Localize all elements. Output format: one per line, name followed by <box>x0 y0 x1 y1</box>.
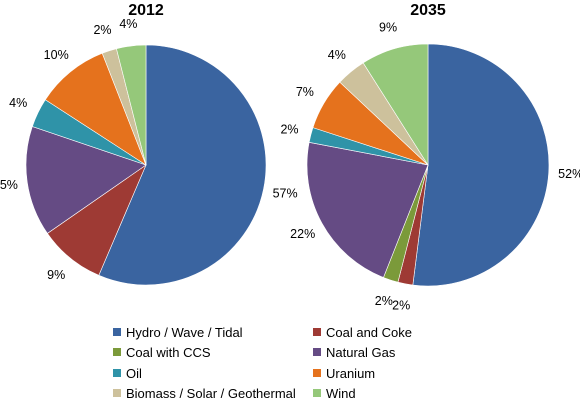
legend-label-uranium: Uranium <box>326 366 375 381</box>
pct-label-2035-oil: 2% <box>280 122 298 136</box>
pie-slice-2012-natural-gas <box>25 126 147 234</box>
pct-label-2035-biomass-solar-geothermal: 4% <box>328 48 346 62</box>
legend-swatch-hydro-wave-tidal <box>113 328 121 336</box>
pct-label-2035-wind: 9% <box>379 21 397 35</box>
legend-label-hydro-wave-tidal: Hydro / Wave / Tidal <box>126 325 243 340</box>
legend: Hydro / Wave / Tidal Coal and Coke Coal wi… <box>113 325 412 401</box>
pct-label-2012-oil: 4% <box>9 96 27 110</box>
pie-chart-2012: 2012 57% 9% 15% 4% 10% 2% 4% <box>0 2 298 286</box>
pct-label-2012-coal-and-coke: 9% <box>47 268 65 282</box>
pct-label-2035-natural-gas: 22% <box>290 227 315 241</box>
legend-label-natural-gas: Natural Gas <box>326 345 396 360</box>
pie-title-2035: 2035 <box>410 2 446 19</box>
legend-label-oil: Oil <box>126 366 142 381</box>
pct-label-2035-coal-and-coke: 2% <box>392 299 410 313</box>
legend-swatch-biomass-solar-geothermal <box>113 389 121 397</box>
pct-label-2012-uranium: 10% <box>44 48 69 62</box>
legend-swatch-uranium <box>313 369 321 377</box>
pct-label-2012-hydro-wave-tidal: 57% <box>273 187 298 201</box>
pie-title-2012: 2012 <box>128 2 164 19</box>
legend-swatch-natural-gas <box>313 348 321 356</box>
legend-swatch-coal-and-coke <box>313 328 321 336</box>
pct-label-2035-hydro-wave-tidal: 52% <box>558 167 580 181</box>
pct-label-2012-biomass-solar-geothermal: 2% <box>93 23 111 37</box>
legend-label-coal-and-coke: Coal and Coke <box>326 325 412 340</box>
pie-slice-2012-uranium <box>44 52 147 166</box>
legend-label-coal-with-ccs: Coal with CCS <box>126 345 211 360</box>
legend-swatch-oil <box>113 369 121 377</box>
legend-swatch-coal-with-ccs <box>113 348 121 356</box>
pie-slice-2012-wind <box>116 44 147 166</box>
pct-label-2035-uranium: 7% <box>296 85 314 99</box>
pie-slice-2035-natural-gas <box>306 141 429 278</box>
pct-label-2012-natural-gas: 15% <box>0 178 18 192</box>
pct-label-2012-wind: 4% <box>119 17 137 31</box>
pie-slice-2035-wind <box>362 43 429 167</box>
pie-slice-2035-hydro-wave-tidal <box>412 43 550 287</box>
legend-label-biomass-solar-geothermal: Biomass / Solar / Geothermal <box>126 386 296 401</box>
legend-label-wind: Wind <box>326 386 356 401</box>
pie-slice-2012-hydro-wave-tidal <box>98 44 267 286</box>
legend-swatch-wind <box>313 389 321 397</box>
pct-label-2035-coal-with-ccs: 2% <box>375 294 393 308</box>
